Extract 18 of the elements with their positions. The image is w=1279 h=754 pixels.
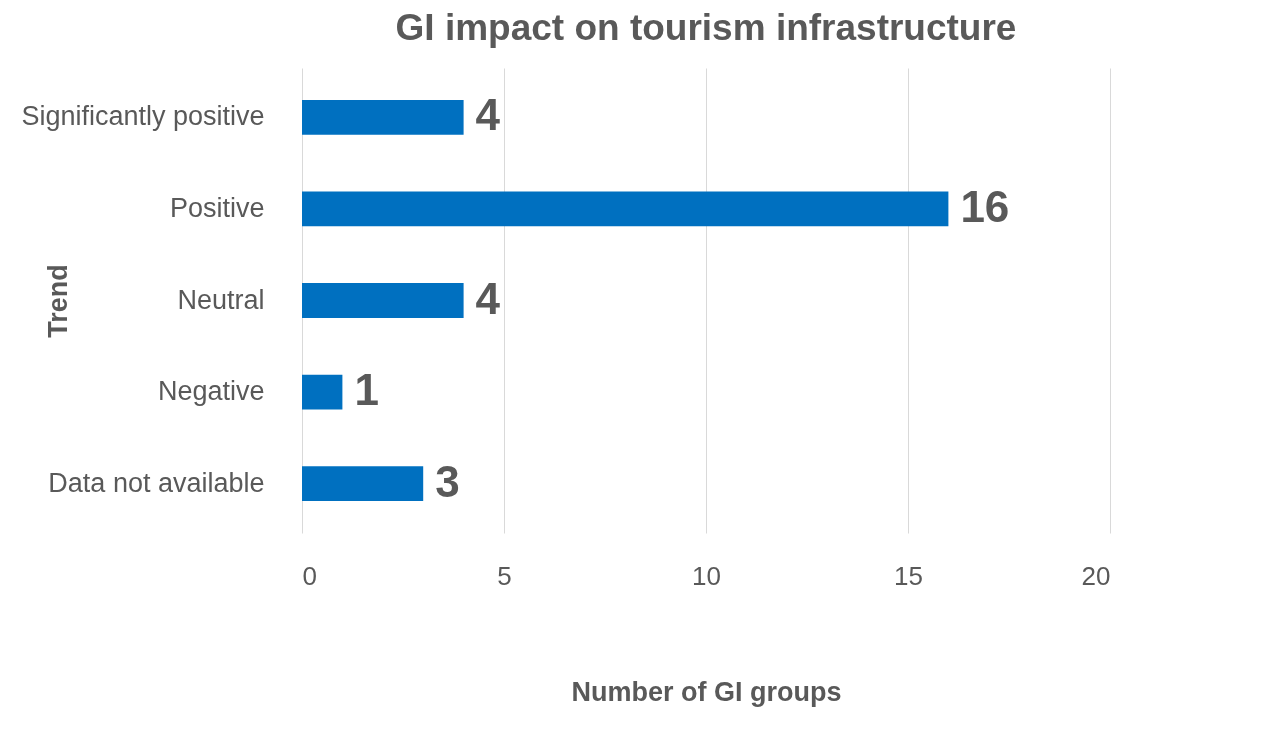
data-label: 1 (354, 365, 379, 415)
x-axis-title: Number of GI groups (571, 676, 842, 707)
y-tick-label: Significantly positive (21, 101, 265, 132)
data-label: 4 (475, 90, 501, 140)
chart-title: GI impact on tourism infrastructure (395, 7, 1017, 48)
y-tick-label: Positive (169, 192, 265, 223)
y-tick-label: Neutral (177, 284, 265, 315)
data-label: 4 (475, 273, 501, 323)
y-tick-label: Negative (157, 376, 265, 407)
y-tick-label: Data not available (48, 467, 265, 498)
y-axis-title: Trend (42, 264, 73, 338)
x-tick-label: 5 (497, 560, 512, 591)
data-label: 16 (960, 181, 1010, 231)
data-label: 3 (435, 456, 460, 506)
x-tick-label: 15 (894, 560, 923, 591)
x-tick-label: 10 (692, 560, 721, 591)
x-tick-label: 20 (1081, 560, 1111, 591)
x-tick-label: 0 (302, 560, 317, 591)
